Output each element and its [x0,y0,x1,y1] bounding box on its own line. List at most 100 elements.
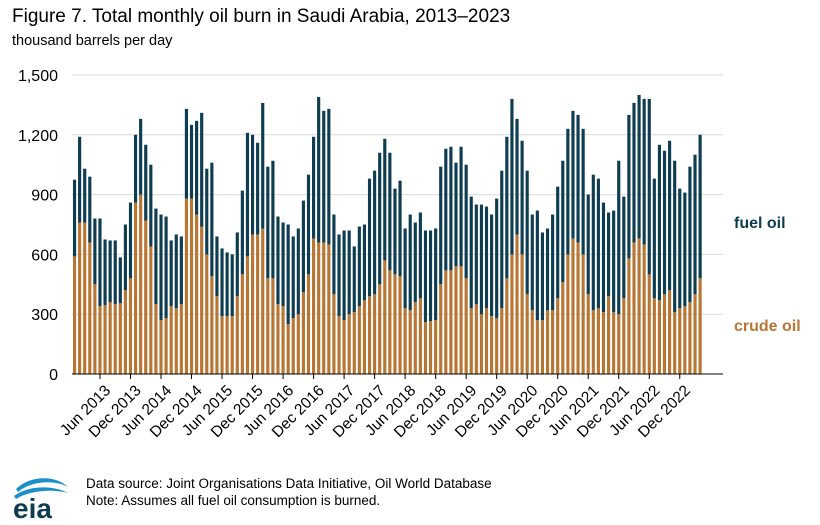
bar-crude-oil [459,266,463,374]
bar-crude-oil [627,258,631,374]
bar-fuel-oil [230,254,234,317]
legend-crude-oil: crude oil [734,318,801,335]
bar-fuel-oil [495,198,499,319]
bar-fuel-oil [515,118,519,235]
bar-crude-oil [637,238,641,374]
bar-fuel-oil [576,114,580,243]
y-tick-label: 1,200 [18,128,58,145]
bar-crude-oil [240,274,244,374]
bar-fuel-oil [444,148,448,271]
bar-crude-oil [128,278,133,374]
bar-fuel-oil [418,212,422,299]
bar-fuel-oil [627,114,631,259]
bar-crude-oil [230,316,234,374]
bar-fuel-oil [78,136,82,223]
y-tick-label: 300 [31,307,58,324]
bar-crude-oil [205,254,209,374]
bar-crude-oil [98,306,102,374]
bar-fuel-oil [591,174,595,311]
bar-crude-oil [88,242,92,374]
bar-fuel-oil [464,164,468,279]
bar-fuel-oil [637,94,641,239]
bar-fuel-oil [306,174,311,275]
bar-fuel-oil [195,120,199,215]
bar-crude-oil [327,244,331,374]
bar-fuel-oil [622,196,626,299]
bar-crude-oil [367,296,372,374]
bar-fuel-oil [657,144,661,301]
y-tick-label: 1,500 [18,68,58,85]
bar-fuel-oil [235,232,239,297]
bar-crude-oil [159,320,163,374]
bar-fuel-oil [525,170,529,295]
bar-fuel-oil [459,146,463,267]
bar-fuel-oil [434,228,438,321]
bar-crude-oil [464,278,468,374]
data-source-note: Data source: Joint Organisations Data In… [86,476,492,491]
bar-fuel-oil [301,200,305,293]
bar-crude-oil [571,238,575,374]
bar-fuel-oil [159,214,163,321]
bar-fuel-oil [256,142,260,235]
bar-fuel-oil [617,160,621,315]
bar-crude-oil [688,302,692,374]
bar-fuel-oil [210,162,214,277]
bar-crude-oil [164,318,168,374]
bar-crude-oil [378,284,382,374]
bar-crude-oil [434,320,438,374]
bar-crude-oil [266,278,270,374]
bar-fuel-oil [128,202,133,279]
bar-crude-oil [220,316,224,374]
bar-crude-oil [678,308,682,374]
bar-fuel-oil [500,170,504,309]
bar-fuel-oil [123,224,127,291]
bar-crude-oil [306,274,311,374]
bar-crude-oil [657,300,661,374]
bar-crude-oil [373,294,377,374]
bar-crude-oil [103,305,107,374]
bar-fuel-oil [561,160,565,283]
bar-fuel-oil [449,146,453,271]
bar-fuel-oil [698,134,702,279]
bar-crude-oil [622,298,626,374]
bar-fuel-oil [276,216,280,305]
chart-subtitle: thousand barrels per day [12,33,173,49]
bar-fuel-oil [342,230,346,321]
bar-crude-oil [617,314,621,374]
bar-crude-oil [235,296,239,374]
bar-crude-oil [662,294,667,374]
bar-crude-oil [490,316,494,374]
bar-crude-oil [561,282,565,374]
bar-fuel-oil [261,102,265,229]
bar-crude-oil [388,270,392,374]
bar-crude-oil [174,308,178,374]
bar-fuel-oil [169,240,173,307]
bar-fuel-oil [220,248,224,317]
bar-crude-oil [169,306,173,374]
bar-crude-oil [551,310,555,374]
bar-crude-oil [673,312,677,374]
bar-fuel-oil [678,188,682,309]
bar-fuel-oil [266,166,270,279]
bar-crude-oil [184,198,189,374]
bar-crude-oil [606,296,611,374]
bar-fuel-oil [144,144,148,221]
bar-fuel-oil [332,214,336,295]
bar-crude-oil [576,242,580,374]
bar-fuel-oil [205,168,209,255]
legend-fuel-oil: fuel oil [734,215,786,232]
bar-fuel-oil [250,134,255,235]
y-tick-label: 900 [31,188,58,205]
bar-crude-oil [347,314,351,374]
bar-fuel-oil [108,240,112,303]
bar-fuel-oil [612,210,616,313]
bar-crude-oil [495,318,499,374]
bar-crude-oil [591,310,595,374]
bar-fuel-oil [98,218,102,307]
bar-fuel-oil [103,239,107,306]
bar-fuel-oil [632,102,636,243]
bar-crude-oil [286,324,290,374]
bar-fuel-oil [545,228,550,311]
